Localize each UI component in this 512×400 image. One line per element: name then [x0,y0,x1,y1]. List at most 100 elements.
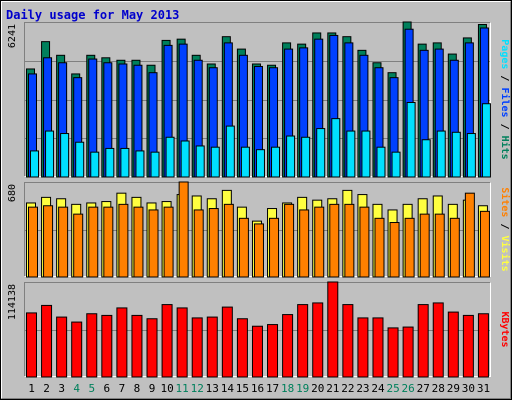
visits-bar [404,217,415,278]
visits-bar [118,203,129,278]
x-tick-label: 19 [296,382,309,395]
side-legend: Pages / Files / Hits [499,39,511,159]
legend-sites: Sites [499,187,511,217]
x-axis-labels: 1 2 3 4 5 6 7 8 9 10 11 12 13 14 15 16 17 18 19 20 21 22 23 24 2… [28,382,490,395]
y-axis-max-label: 114138 [7,284,18,320]
pages-bar [165,136,175,178]
visits-bar [464,192,475,278]
visits-bar [344,203,355,278]
x-tick-label: 11 [176,382,189,395]
kbytes-bar [251,325,263,378]
kbytes-bar [387,327,399,378]
kbytes-bar [402,326,414,378]
kbytes-bar [267,324,279,378]
x-tick-label: 6 [104,382,111,395]
visits-bar [238,217,249,278]
x-tick-label: 17 [266,382,279,395]
x-tick-label: 7 [119,382,126,395]
kbytes-bar [41,304,53,378]
legend-files: Files [499,87,511,117]
pages-bar [451,131,461,178]
kbytes-bar [477,313,489,378]
kbytes-bar [297,304,309,378]
visits-bar [133,206,144,278]
visits-bar [148,209,159,278]
kbytes-bar [71,321,83,378]
pages-bar [195,145,205,178]
kbytes-bar [86,313,98,378]
kbytes-bar [206,316,218,378]
x-tick-label: 18 [281,382,294,395]
visits-sites-panel: 680 Sites / Visits [7,181,511,278]
kbytes-bar [432,302,444,378]
kbytes-bar [56,316,68,378]
kbytes-bar [357,317,369,378]
y-axis-max-label: 680 [7,184,18,202]
pages-bar [331,118,341,178]
visits-bar [284,203,295,278]
kbytes-bar [462,314,474,378]
pages-bar [421,139,431,178]
pages-bar [90,151,100,178]
legend-pages: Pages [499,39,510,69]
x-tick-label: 20 [311,382,324,395]
x-tick-label: 30 [462,382,475,395]
x-tick-label: 10 [160,382,173,395]
kbytes-bar [327,281,339,378]
x-tick-label: 24 [371,382,385,395]
pages-bar [225,125,235,178]
visits-bar [88,206,99,278]
visits-bar [193,209,204,278]
x-tick-label: 23 [356,382,369,395]
pages-bar [376,146,386,178]
x-tick-label: 27 [417,382,430,395]
pages-bar [45,130,55,178]
pages-bar [466,133,476,178]
visits-bar [359,206,370,278]
hits-files-pages-panel: 6241 Pages / Files / Hits [7,21,511,178]
visits-bar [73,213,84,278]
x-tick-label: 9 [149,382,156,395]
kbytes-bar [312,302,324,378]
chart-title: Daily usage for May 2013 [6,8,179,22]
pages-bar [316,128,326,178]
kbytes-bar [282,314,294,378]
x-tick-label: 28 [432,382,445,395]
side-legend: KBytes [499,311,510,347]
visits-bar [299,209,310,278]
kbytes-bar [447,311,459,378]
x-tick-label: 3 [58,382,65,395]
kbytes-bar [176,307,188,378]
visits-bar [103,206,114,278]
pages-bar [255,149,265,178]
kbytes-bar [372,317,384,378]
x-tick-label: 4 [73,382,80,395]
kbytes-panel: 114138 KBytes [7,281,510,378]
pages-bar [210,146,220,178]
visits-bar [253,223,264,278]
visits-bar [208,208,219,278]
pages-bar [346,130,356,178]
x-tick-label: 25 [386,382,399,395]
pages-bar [75,141,85,178]
x-tick-label: 1 [28,382,35,395]
pages-bar [481,103,491,178]
visits-bar [479,210,490,278]
pages-bar [30,150,39,178]
visits-bar [163,206,174,278]
visits-bar [449,217,460,278]
legend-hits: Hits [499,136,511,160]
kbytes-bar [161,304,173,378]
kbytes-bar [26,312,37,378]
visits-bar [314,206,325,278]
x-tick-label: 21 [326,382,339,395]
visits-bar [269,217,280,278]
visits-bar [374,217,385,278]
kbytes-bar [236,318,248,378]
kbytes-bar [342,304,354,378]
pages-bar [286,135,296,178]
visits-bar [329,203,340,278]
visits-bar [58,206,69,278]
pages-bar [150,151,160,178]
